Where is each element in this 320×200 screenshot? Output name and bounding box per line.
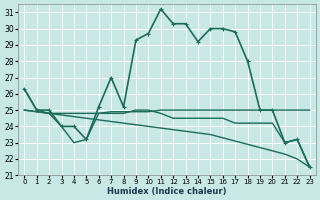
X-axis label: Humidex (Indice chaleur): Humidex (Indice chaleur)	[107, 187, 227, 196]
